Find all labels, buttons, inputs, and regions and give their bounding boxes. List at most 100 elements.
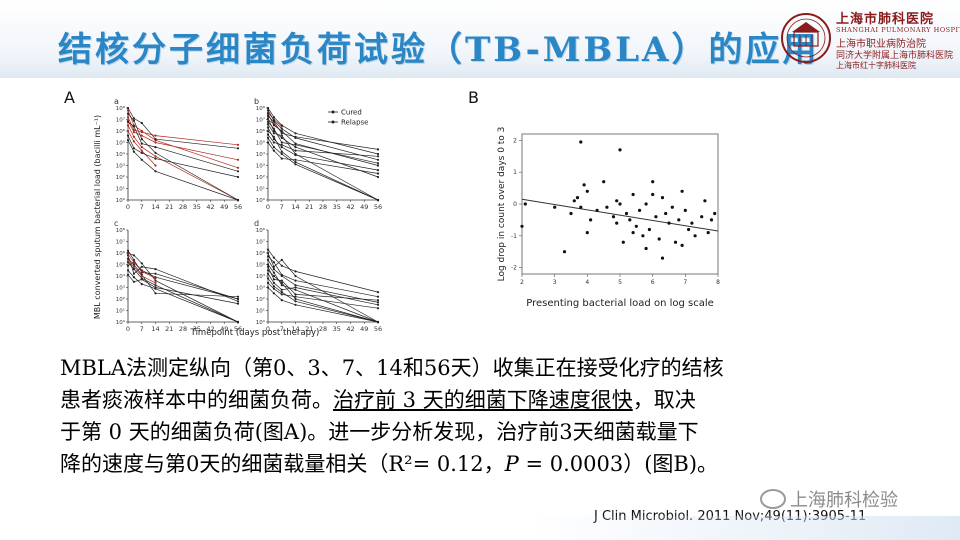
data-point-cured (267, 249, 269, 251)
data-point-cured (237, 298, 239, 300)
data-point-relapse (237, 144, 239, 146)
x-tick-label: 28 (319, 203, 327, 211)
data-point-relapse (141, 146, 143, 148)
data-point-cured (133, 281, 135, 283)
scatter-point (586, 190, 589, 193)
scatter-point (573, 199, 576, 202)
x-tick-label: 42 (346, 325, 354, 333)
panel-label-a: A (64, 88, 75, 107)
data-point-relapse (141, 270, 143, 272)
data-point-cured (281, 282, 283, 284)
scatter-point (638, 209, 641, 212)
data-point-cured (294, 132, 296, 134)
data-point-cured (267, 141, 269, 143)
series-line-cured (128, 275, 238, 304)
data-point-cured (267, 137, 269, 139)
data-point-relapse (237, 159, 239, 161)
data-point-cured (267, 107, 269, 109)
series-line-relapse (128, 110, 238, 168)
data-point-relapse (141, 131, 143, 133)
data-point-cured (237, 176, 239, 178)
x-tick-label: 6 (651, 279, 655, 286)
data-point-cured (127, 139, 129, 141)
scatter-point (553, 206, 556, 209)
data-point-cured (294, 286, 296, 288)
y-tick-label: 10⁰ (256, 197, 266, 204)
data-point-cured (133, 125, 135, 127)
data-point-cured (273, 268, 275, 270)
data-point-cured (281, 259, 283, 261)
y-tick-label: 10⁸ (116, 227, 126, 234)
data-point-cured (294, 275, 296, 277)
data-point-cured (154, 284, 156, 286)
scatter-point (596, 209, 599, 212)
x-tick-label: 0 (126, 325, 130, 333)
data-point-cured (237, 321, 239, 323)
data-point-cured (281, 132, 283, 134)
data-point-cured (237, 300, 239, 302)
data-point-cured (154, 170, 156, 172)
hospital-logo: 上海市肺科医院 SHANGHAI PULMONARY HOSPITAL 上海市职… (780, 4, 956, 72)
scatter-point (645, 202, 648, 205)
data-point-cured (141, 143, 143, 145)
y-tick-label: 10⁸ (256, 105, 266, 112)
data-point-cured (154, 273, 156, 275)
data-point-cured (267, 133, 269, 135)
data-point-relapse (133, 136, 135, 138)
subplot-letter: a (114, 97, 119, 106)
data-point-cured (273, 261, 275, 263)
data-point-cured (377, 199, 379, 201)
y-tick-label: 10⁸ (256, 227, 266, 234)
x-tick-label: 49 (360, 325, 368, 333)
data-point-relapse (133, 131, 135, 133)
data-point-cured (294, 280, 296, 282)
x-tick-label: 0 (266, 203, 270, 211)
data-point-cured (127, 113, 129, 115)
x-tick-label: 7 (683, 279, 687, 286)
text-line-3: 于第 0 天的细菌负荷(图A)。进一步分析发现，治疗前3天细菌载量下 (60, 416, 940, 448)
y-tick-label: 10⁶ (116, 128, 126, 135)
data-point-cured (294, 296, 296, 298)
x-tick-label: 35 (193, 203, 201, 211)
data-point-cured (377, 291, 379, 293)
data-point-cured (377, 164, 379, 166)
scatter-point (605, 206, 608, 209)
data-point-cured (267, 115, 269, 117)
data-point-cured (273, 288, 275, 290)
data-point-cured (273, 285, 275, 287)
data-point-cured (127, 250, 129, 252)
series-line-cured (268, 124, 378, 200)
data-point-cured (281, 275, 283, 277)
data-point-cured (281, 293, 283, 295)
data-point-cured (281, 124, 283, 126)
data-point-cured (141, 283, 143, 285)
scatter-point (615, 222, 618, 225)
data-point-cured (127, 269, 129, 271)
data-point-cured (127, 107, 129, 109)
x-tick-label: 2 (520, 279, 524, 286)
data-point-relapse (154, 277, 156, 279)
y-tick-label: 1 (513, 169, 517, 176)
y-tick-label: 10¹ (256, 186, 265, 193)
logo-name-en: SHANGHAI PULMONARY HOSPITAL (836, 26, 960, 34)
scatter-point (618, 202, 621, 205)
data-point-cured (154, 138, 156, 140)
data-point-relapse (133, 140, 135, 142)
y-tick-label: 10³ (256, 285, 265, 292)
y-tick-label: 10² (256, 174, 265, 181)
scatter-point (583, 183, 586, 186)
text-line-1: MBLA法测定纵向（第0、3、7、14和56天）收集正在接受化疗的结核 (60, 352, 940, 384)
x-tick-label: 3 (553, 279, 557, 286)
x-tick-label: 14 (151, 325, 159, 333)
series-line-cured (268, 253, 378, 322)
data-point-cured (273, 132, 275, 134)
data-point-cured (267, 255, 269, 257)
data-point-cured (294, 300, 296, 302)
legend-label: Relapse (341, 119, 369, 127)
scatter-point (576, 196, 579, 199)
data-point-relapse (141, 275, 143, 277)
y-tick-label: 10⁴ (256, 151, 266, 158)
scatter-point (694, 234, 697, 237)
x-axis-title: Timepoint (days post therapy) (190, 328, 320, 338)
data-point-cured (294, 159, 296, 161)
